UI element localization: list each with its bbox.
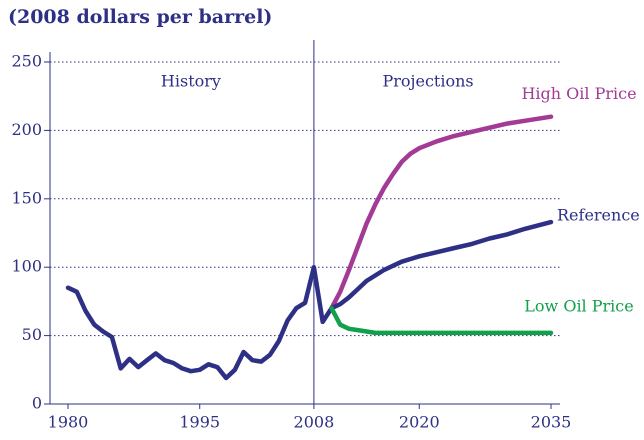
x-tick-label: 1980 [48,413,89,432]
x-tick-label: 2008 [294,413,335,432]
series-label: Reference [557,206,640,225]
series-line [65,264,334,381]
x-tick-label: 2035 [531,413,572,432]
series-line [329,219,554,311]
y-tick-label: 50 [22,325,42,344]
x-tick-label: 2020 [399,413,440,432]
series-label: Low Oil Price [524,296,633,315]
y-tick-label: 100 [11,257,42,276]
y-tick-label: 250 [11,52,42,71]
annotation: History [161,72,221,91]
y-tick-label: 200 [11,120,42,139]
series-line [329,114,554,311]
x-tick-label: 1995 [179,413,220,432]
series-label: High Oil Price [521,84,636,103]
chart-title: (2008 dollars per barrel) [8,6,272,28]
series-line [329,305,554,336]
y-tick-label: 0 [32,394,42,413]
annotation: Projections [382,72,473,91]
y-tick-label: 150 [11,188,42,207]
